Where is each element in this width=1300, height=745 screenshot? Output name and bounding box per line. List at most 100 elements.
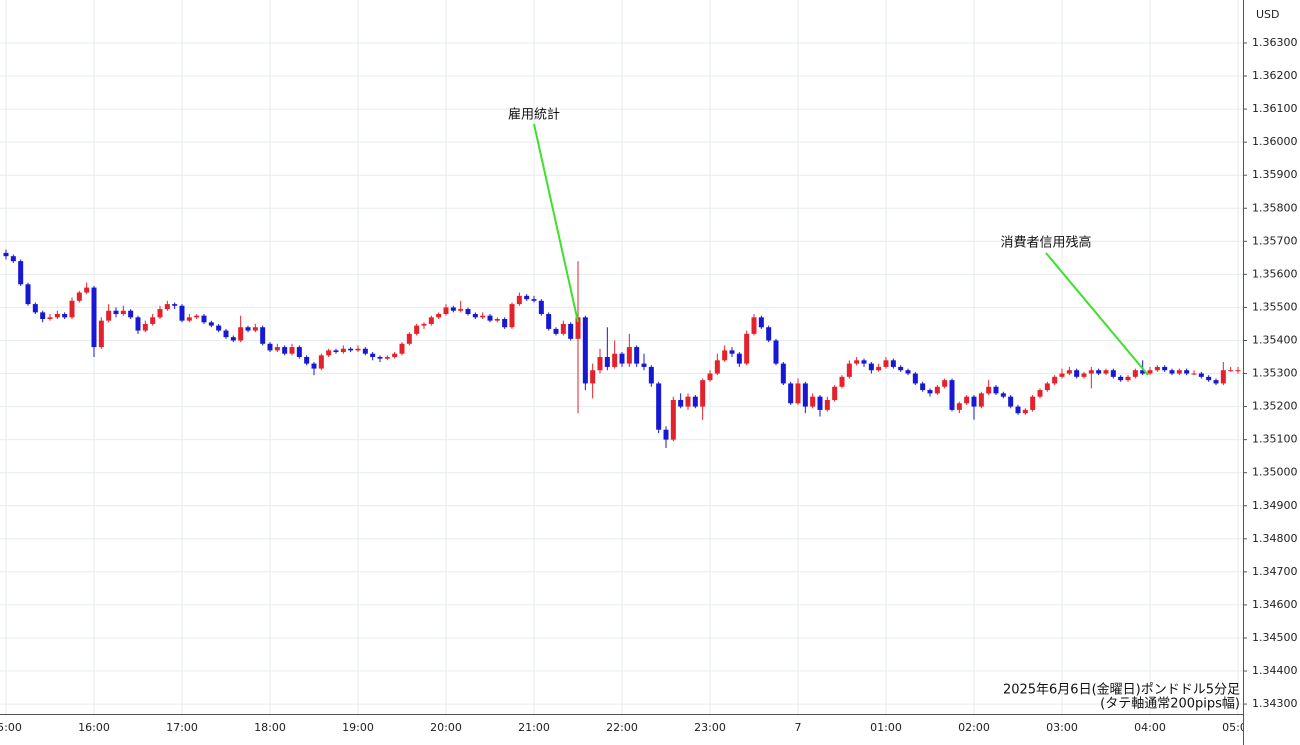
candle-body — [472, 314, 478, 318]
candle-body — [494, 318, 500, 321]
candle-body — [685, 396, 691, 407]
candle-body — [120, 310, 126, 315]
candle-body — [905, 370, 911, 374]
y-tick-label: 1.35400 — [1252, 333, 1298, 346]
candle-body — [32, 304, 38, 313]
candle-body — [1220, 370, 1226, 384]
candle-body — [304, 357, 310, 364]
candle-body — [560, 323, 566, 334]
candle-body — [758, 317, 764, 328]
candle-body — [780, 363, 786, 384]
candle-body — [729, 350, 735, 354]
x-axis: 15:00 16:00 17:00 18:00 19:00 20:00 21:00 22:00… — [0, 721, 1254, 734]
candle-body — [186, 317, 192, 321]
candle-body — [179, 305, 185, 321]
candle-body — [230, 337, 236, 341]
candle-body — [714, 360, 720, 374]
candle-body — [172, 304, 178, 306]
candle-body — [370, 353, 376, 357]
candle-body — [135, 317, 141, 331]
candle-body — [663, 429, 669, 440]
candle-body — [626, 347, 632, 364]
candle-body — [223, 330, 229, 338]
candle-body — [802, 383, 808, 407]
annotation: 消費者信用残高 — [1000, 235, 1091, 251]
candle-body — [208, 322, 214, 326]
candle-body — [450, 307, 456, 311]
candle-body — [98, 320, 104, 348]
candle-body — [157, 309, 163, 318]
candle-body — [282, 347, 288, 354]
candle-body — [106, 310, 112, 321]
candle-body — [260, 327, 266, 344]
candle-body — [1191, 373, 1197, 375]
candle-body — [839, 376, 845, 387]
candle-body — [311, 363, 317, 369]
y-tick-label: 1.36000 — [1252, 135, 1298, 148]
y-tick-label: 1.34500 — [1252, 631, 1298, 644]
candle-body — [1008, 396, 1014, 407]
candle-body — [949, 380, 955, 410]
y-tick-label: 1.35900 — [1252, 168, 1298, 181]
x-tick-label: 05:00 — [1222, 721, 1254, 734]
candle-body — [142, 323, 148, 331]
candle-body — [575, 317, 581, 339]
candle-body — [1015, 406, 1021, 414]
candle-body — [1125, 376, 1131, 381]
candle-body — [597, 357, 603, 371]
y-tick-label: 1.35500 — [1252, 300, 1298, 313]
candle-body — [1074, 370, 1080, 377]
y-tick-label: 1.35600 — [1252, 267, 1298, 280]
candle-body — [216, 325, 222, 331]
candle-body — [648, 366, 654, 384]
candle-body — [1081, 373, 1087, 377]
candle-body — [810, 396, 816, 407]
candle-body — [62, 314, 68, 318]
candle-body — [912, 373, 918, 384]
candle-body — [964, 396, 970, 404]
candle-body — [54, 314, 60, 318]
candle-body — [1110, 370, 1116, 377]
candle-body — [861, 360, 867, 364]
candle-body — [1037, 390, 1043, 397]
candle-body — [656, 383, 662, 430]
candle-body — [1154, 366, 1160, 371]
candle-body — [1066, 370, 1072, 374]
candle-body — [487, 315, 493, 321]
candle-body — [1176, 370, 1182, 374]
plot — [3, 249, 1241, 448]
candle-body — [458, 309, 464, 311]
x-tick-label: 15:00 — [0, 721, 22, 734]
candle-body — [340, 348, 346, 353]
candle-body — [194, 315, 200, 318]
candle-body — [150, 317, 156, 324]
candle-body — [69, 300, 75, 318]
y-tick-label: 1.35000 — [1252, 466, 1298, 479]
candle-body — [773, 340, 779, 364]
candle-body — [1000, 393, 1006, 397]
y-tick-label: 1.35800 — [1252, 201, 1298, 214]
candle-body — [289, 347, 295, 354]
candle-body — [296, 347, 302, 357]
candle-body — [612, 353, 618, 367]
note: 2025年6月6日(金曜日)ポンドドル5分足 — [1003, 682, 1240, 698]
candle-body — [480, 315, 486, 318]
candle-body — [1162, 366, 1168, 371]
x-tick-label: 22:00 — [606, 721, 638, 734]
y-axis: 1.34300 1.34400 1.34500 1.34600 1.34700 1.348… — [1243, 36, 1298, 710]
candle-body — [406, 333, 412, 344]
y-tick-label: 1.36200 — [1252, 69, 1298, 82]
candle-body — [795, 383, 801, 404]
candle-body — [568, 323, 574, 339]
candle-body — [553, 328, 559, 334]
x-tick-label: 17:00 — [166, 721, 198, 734]
candle-body — [377, 357, 383, 359]
candle-body — [670, 399, 676, 440]
candle-body — [399, 343, 405, 354]
candle-body — [3, 252, 9, 257]
candle-body — [927, 390, 933, 394]
y-tick-label: 1.35100 — [1252, 433, 1298, 446]
candle-body — [1103, 370, 1109, 374]
x-tick-label: 21:00 — [518, 721, 550, 734]
candle-body — [634, 347, 640, 364]
